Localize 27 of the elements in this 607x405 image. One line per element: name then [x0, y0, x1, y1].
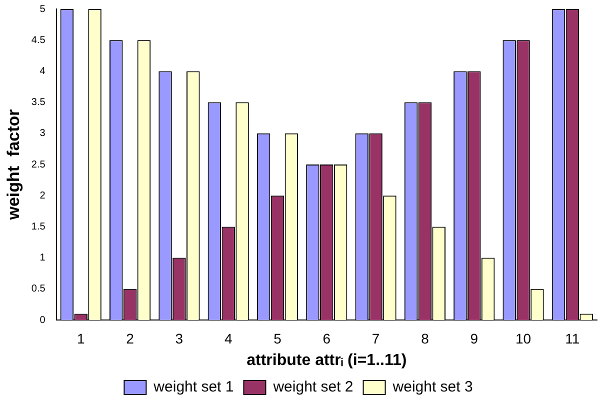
y-tick-label: 2: [40, 190, 46, 202]
y-tick-label: 1.5: [31, 221, 46, 232]
legend-label: weight set 1: [152, 378, 234, 396]
x-tick-label: 3: [175, 330, 184, 346]
x-tick-label: 5: [274, 330, 282, 346]
y-tick-label: 0.5: [31, 284, 46, 295]
x-tick-label: 4: [224, 330, 232, 346]
y-axis-title: weight factor: [4, 108, 23, 221]
y-tick-label: 3.5: [31, 97, 46, 108]
y-tick-label: 1: [40, 252, 46, 264]
y-tick-label: 4.5: [31, 34, 46, 46]
y-tick-label: 2.5: [31, 159, 46, 170]
x-tick-label: 6: [322, 330, 331, 346]
y-tick-label: 0: [40, 314, 46, 326]
legend-label: weight set 3: [392, 378, 473, 396]
x-tick-label: 10: [515, 330, 532, 346]
x-tick-label: 8: [421, 330, 430, 346]
x-tick-label: 7: [372, 330, 380, 346]
y-tick-label: 5: [40, 4, 46, 15]
x-tick-label: 11: [565, 330, 580, 346]
x-tick-label: 9: [470, 330, 478, 346]
x-axis-title: attribute attrᵢ (i=1..11): [246, 352, 407, 369]
x-tick-label: 1: [76, 330, 85, 346]
x-tick-label: 2: [126, 330, 134, 346]
y-tick-label: 4: [40, 66, 46, 77]
y-tick-label: 3: [40, 128, 46, 140]
legend-label: weight set 2: [272, 378, 354, 396]
